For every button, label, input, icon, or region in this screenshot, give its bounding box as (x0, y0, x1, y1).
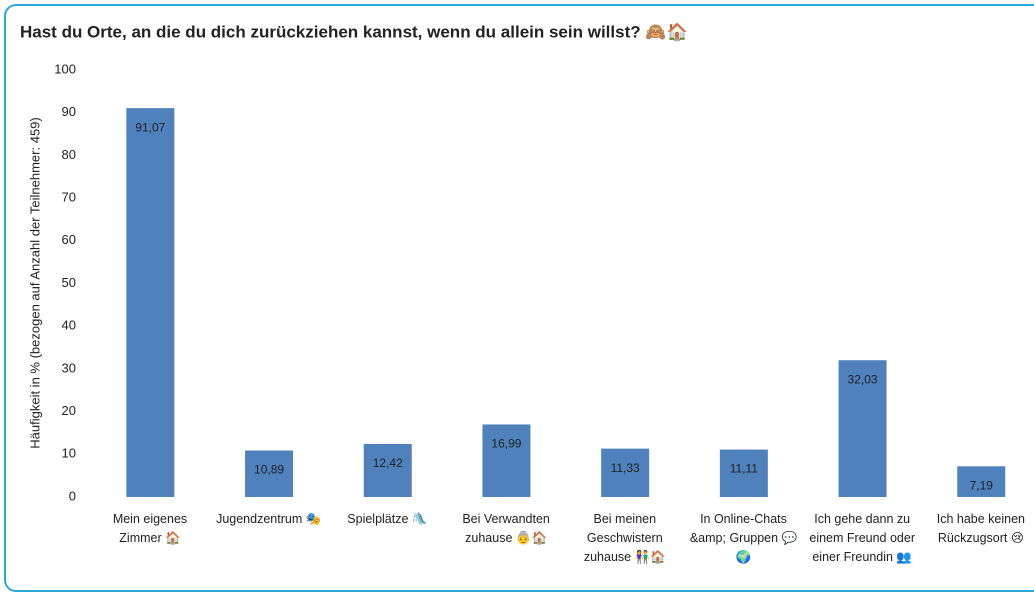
y-tick-label: 30 (62, 360, 76, 375)
y-tick-label: 90 (62, 104, 76, 119)
x-tick-label: Ich gehe dann zu einem Freund oder einer… (809, 512, 915, 564)
y-tick-label: 20 (62, 403, 76, 418)
y-tick-label: 60 (62, 232, 76, 247)
value-label: 7,19 (970, 478, 994, 492)
y-tick-label: 50 (62, 275, 76, 290)
y-axis-label: Häufigkeit in % (bezogen auf Anzahl der … (27, 117, 42, 448)
value-label: 10,89 (254, 463, 284, 477)
x-tick-label: Bei meinen Geschwistern zuhause 👫🏠 (583, 512, 666, 564)
value-label: 11,11 (730, 462, 759, 476)
y-tick-label: 10 (62, 446, 76, 461)
bar (245, 450, 294, 497)
value-label: 91,07 (135, 120, 165, 134)
bar (363, 443, 412, 497)
value-label: 32,03 (848, 372, 878, 386)
bar (719, 449, 768, 497)
x-tick-label: Jugendzentrum 🎭 (216, 512, 322, 526)
chart-title: Hast du Orte, an die du dich zurückziehe… (20, 22, 688, 41)
x-tick-label: In Online-Chats &amp; Gruppen 💬🌍 (689, 512, 798, 564)
x-tick-label: Spielplätze 🛝 (347, 512, 428, 526)
y-tick-label: 70 (62, 190, 76, 205)
frame (4, 4, 1034, 592)
value-label: 11,33 (611, 461, 640, 475)
x-tick-label: Mein eigenes Zimmer 🏠 (112, 512, 188, 545)
bar (838, 360, 887, 497)
value-label: 16,99 (491, 437, 521, 451)
y-tick-label: 80 (62, 147, 76, 162)
bar (126, 108, 175, 497)
bar (601, 448, 650, 497)
x-tick-label: Bei Verwandten zuhause 👵🏠 (462, 512, 550, 545)
y-tick-label: 0 (69, 488, 76, 503)
x-tick-label: Ich habe keinen Rückzugsort 😢 (936, 512, 1026, 545)
bar (482, 424, 531, 497)
bar (957, 466, 1006, 497)
y-tick-label: 100 (54, 61, 76, 76)
value-label: 12,42 (373, 456, 403, 470)
y-tick-label: 40 (62, 318, 76, 333)
